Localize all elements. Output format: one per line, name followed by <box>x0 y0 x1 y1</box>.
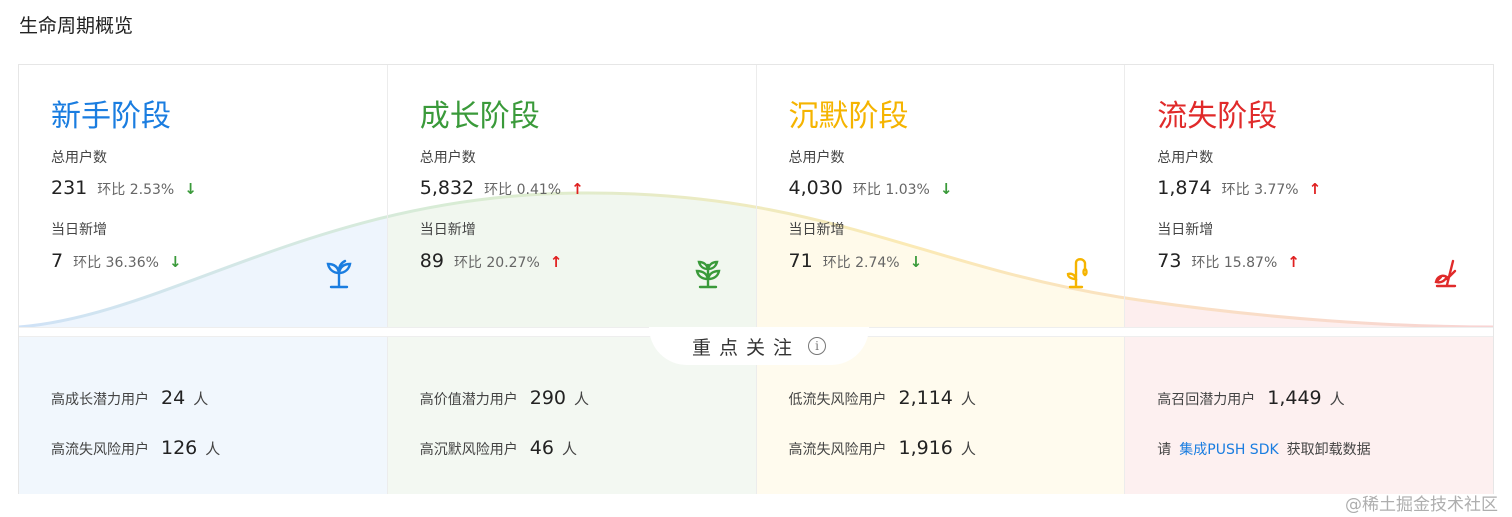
daily-new-ratio: 环比 20.27% <box>453 255 540 271</box>
total-ratio: 环比 2.53% <box>97 182 175 198</box>
total-users: 231 环比 2.53% ↓ <box>51 177 197 199</box>
focus-row-label: 高成长潜力用户 <box>51 392 149 408</box>
focus-row-label: 高流失风险用户 <box>788 442 887 458</box>
trend-down-icon: ↓ <box>184 180 197 198</box>
daily-new-ratio: 环比 36.36% <box>73 255 159 271</box>
total-users-value: 231 <box>51 177 88 199</box>
daily-new-value: 71 <box>788 250 813 272</box>
stage-title: 成长阶段 <box>419 99 540 134</box>
trend-up-icon: ↑ <box>1308 180 1322 198</box>
focus-row-unit: 人 <box>1329 390 1345 408</box>
daily-new-ratio: 环比 15.87% <box>1191 255 1278 271</box>
total-users-label: 总用户数 <box>788 150 845 166</box>
trend-up-icon: ↑ <box>549 253 563 271</box>
total-ratio: 环比 3.77% <box>1221 182 1299 198</box>
stage-card-new: 新手阶段 总用户数 231 环比 2.53% ↓ 当日新增 7 环比 36.36% ↓ <box>19 65 388 327</box>
daily-new-label: 当日新增 <box>51 222 107 238</box>
daily-new-label: 当日新增 <box>788 222 845 238</box>
total-users: 4,030 环比 1.03% ↓ <box>789 177 953 199</box>
lifecycle-curve <box>19 191 1493 327</box>
daily-new-value: 89 <box>419 250 444 272</box>
focus-row-unit: 人 <box>960 440 976 458</box>
focus-row-value: 290 <box>529 387 567 409</box>
focus-row[interactable]: 高流失风险用户 1,916 人 <box>789 437 976 459</box>
sdk-hint-suffix: 获取卸载数据 <box>1286 442 1371 458</box>
total-users-label: 总用户数 <box>419 150 476 166</box>
daily-new: 7 环比 36.36% ↓ <box>51 250 182 272</box>
focus-row-unit: 人 <box>205 440 221 458</box>
withered-plant-icon <box>1434 259 1457 288</box>
focus-row-label: 高流失风险用户 <box>51 442 149 458</box>
drooping-plant-icon <box>1067 258 1088 289</box>
watermark: @稀土掘金技术社区 <box>1345 495 1498 515</box>
integrate-push-sdk-link[interactable]: 集成PUSH SDK <box>1179 442 1279 458</box>
focus-row-label: 高沉默风险用户 <box>419 442 518 458</box>
daily-new-value: 73 <box>1157 250 1182 272</box>
focus-row-value: 1,449 <box>1267 387 1322 409</box>
sdk-hint-prefix: 请 <box>1157 442 1172 458</box>
stage-card-growth: 成长阶段 总用户数 5,832 环比 0.41% ↑ 当日新增 89 环比 20.27… <box>388 65 757 327</box>
total-ratio: 环比 1.03% <box>852 182 930 198</box>
lifecycle-panel: 新手阶段 总用户数 231 环比 2.53% ↓ 当日新增 7 环比 36.36% ↓ … <box>18 64 1494 494</box>
sprout-icon <box>326 259 352 289</box>
trend-up-icon: ↑ <box>571 180 584 198</box>
daily-new-label: 当日新增 <box>1157 222 1214 238</box>
focus-row[interactable]: 高价值潜力用户 290 人 <box>420 387 589 409</box>
stage-title: 沉默阶段 <box>788 99 909 134</box>
focus-card-lost: 高召回潜力用户 1,449 人请集成PUSH SDK 获取卸载数据 <box>1125 337 1493 494</box>
stage-card-silent: 沉默阶段 总用户数 4,030 环比 1.03% ↓ 当日新增 71 环比 2.74%… <box>757 65 1126 327</box>
focus-row[interactable]: 低流失风险用户 2,114 人 <box>789 387 976 409</box>
trend-up-icon: ↑ <box>1287 253 1300 271</box>
total-users: 1,874 环比 3.77% ↑ <box>1157 177 1321 199</box>
focus-row-value: 24 <box>161 387 186 409</box>
focus-row[interactable]: 高流失风险用户 126 人 <box>51 437 220 459</box>
total-ratio: 环比 0.41% <box>484 182 562 198</box>
plant-icon <box>695 260 720 289</box>
focus-row-unit: 人 <box>574 390 590 408</box>
focus-row-value: 2,114 <box>898 387 953 409</box>
focus-row-value: 1,916 <box>898 437 953 459</box>
focus-row-unit: 人 <box>960 390 976 408</box>
focus-row-unit: 人 <box>193 390 209 408</box>
daily-new-label: 当日新增 <box>419 222 476 238</box>
daily-new: 73 环比 15.87% ↑ <box>1157 250 1300 272</box>
section-title: 生命周期概览 <box>19 15 134 37</box>
total-users-value: 5,832 <box>419 177 475 199</box>
focus-header: 重点关注 i <box>649 327 869 365</box>
info-icon[interactable]: i <box>808 337 826 355</box>
stage-card-lost: 流失阶段 总用户数 1,874 环比 3.77% ↑ 当日新增 73 环比 15.87… <box>1125 65 1493 327</box>
focus-row[interactable]: 高召回潜力用户 1,449 人 <box>1157 387 1344 409</box>
total-users-label: 总用户数 <box>1157 150 1214 166</box>
focus-row-unit: 人 <box>561 440 577 458</box>
stage-cards: 新手阶段 总用户数 231 环比 2.53% ↓ 当日新增 7 环比 36.36% ↓ … <box>19 65 1493 327</box>
total-users-value: 4,030 <box>788 177 843 199</box>
trend-down-icon: ↓ <box>909 253 923 271</box>
trend-down-icon: ↓ <box>168 253 182 271</box>
sdk-hint: 请集成PUSH SDK 获取卸载数据 <box>1157 439 1370 459</box>
trend-down-icon: ↓ <box>939 180 953 198</box>
focus-row-value: 46 <box>529 437 554 459</box>
focus-row-label: 高价值潜力用户 <box>419 392 518 408</box>
focus-row[interactable]: 高沉默风险用户 46 人 <box>420 437 577 459</box>
focus-row-label: 低流失风险用户 <box>788 392 887 408</box>
focus-row-value: 126 <box>161 437 198 459</box>
focus-label: 重点关注 <box>691 336 800 359</box>
daily-new: 71 环比 2.74% ↓ <box>789 250 923 272</box>
total-users-label: 总用户数 <box>51 150 107 166</box>
daily-new-value: 7 <box>51 250 64 272</box>
focus-row[interactable]: 高成长潜力用户 24 人 <box>51 387 208 409</box>
focus-row-label: 高召回潜力用户 <box>1157 392 1256 408</box>
total-users-value: 1,874 <box>1157 177 1212 199</box>
focus-card-new: 高成长潜力用户 24 人高流失风险用户 126 人 <box>19 337 388 494</box>
daily-new: 89 环比 20.27% ↑ <box>420 250 563 272</box>
daily-new-ratio: 环比 2.74% <box>822 255 900 271</box>
stage-title: 流失阶段 <box>1157 99 1278 134</box>
stage-title: 新手阶段 <box>51 99 171 134</box>
total-users: 5,832 环比 0.41% ↑ <box>420 177 584 199</box>
